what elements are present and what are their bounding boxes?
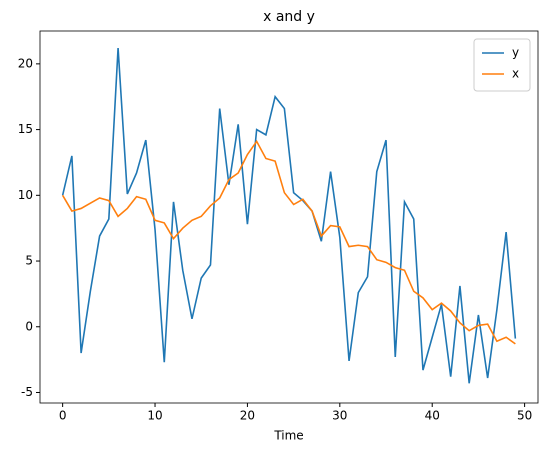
legend-label: y (512, 46, 519, 60)
x-tick-label: 40 (425, 409, 440, 423)
x-tick-label: 0 (59, 409, 67, 423)
x-tick-label: 10 (147, 409, 162, 423)
y-tick-label: 0 (25, 319, 33, 333)
y-tick-label: 15 (18, 122, 33, 136)
chart-title: x and y (263, 9, 315, 25)
axes-frame (39, 30, 539, 404)
x-tick-label: 20 (240, 409, 255, 423)
series-line (61, 139, 516, 345)
legend-label: x (512, 67, 519, 81)
y-tick-label: 20 (18, 56, 33, 70)
y-tick-label: 5 (25, 254, 33, 268)
y-tick-label: -5 (21, 385, 33, 399)
x-tick-label: 50 (517, 409, 532, 423)
y-tick-label: 10 (18, 188, 33, 202)
x-tick-label: 30 (332, 409, 347, 423)
series-line (61, 48, 517, 384)
x-axis-label: Time (273, 429, 303, 443)
legend-box (473, 38, 531, 92)
